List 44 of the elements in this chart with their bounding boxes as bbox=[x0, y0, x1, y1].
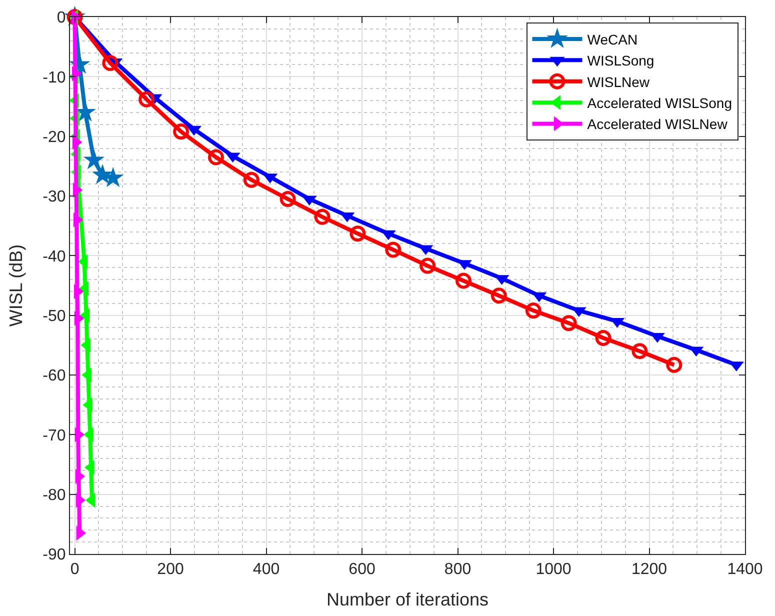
legend-label: Accelerated WISLSong bbox=[587, 95, 732, 112]
point bbox=[314, 208, 330, 225]
x-axis-title: Number of iterations bbox=[326, 589, 489, 610]
y-tick-label: -20 bbox=[42, 128, 66, 146]
legend-label: Accelerated WISLNew bbox=[587, 116, 728, 132]
x-tick-label: 1400 bbox=[727, 561, 763, 578]
point bbox=[525, 302, 542, 319]
y-tick-label: -90 bbox=[42, 546, 66, 564]
x-tick-label: 1000 bbox=[536, 561, 572, 578]
point bbox=[92, 164, 114, 184]
y-tick-label: -60 bbox=[42, 368, 66, 385]
x-tick-label: 800 bbox=[444, 561, 472, 578]
point bbox=[173, 124, 190, 140]
point bbox=[83, 149, 105, 170]
point bbox=[102, 54, 118, 71]
y-tick-label: 0 bbox=[56, 10, 66, 27]
point bbox=[385, 242, 402, 258]
point bbox=[666, 356, 682, 373]
point bbox=[280, 190, 296, 207]
y-tick-label: -50 bbox=[42, 308, 66, 325]
y-axis-title: WISL (dB) bbox=[6, 244, 26, 327]
point bbox=[560, 315, 577, 332]
legend-label: WISLSong bbox=[587, 52, 654, 69]
point bbox=[208, 149, 224, 166]
legend-label: WISLNew bbox=[587, 74, 650, 90]
y-tick-label: -10 bbox=[42, 69, 66, 86]
x-tick-label: 200 bbox=[157, 561, 184, 578]
point bbox=[456, 272, 472, 289]
legend-label: WeCAN bbox=[587, 31, 638, 48]
point bbox=[243, 172, 260, 188]
x-tick-label: 1200 bbox=[631, 561, 668, 578]
y-tick-label: -80 bbox=[42, 486, 66, 504]
point bbox=[632, 343, 648, 360]
point bbox=[350, 226, 366, 242]
point bbox=[595, 330, 612, 346]
y-tick-label: -30 bbox=[42, 188, 66, 206]
x-tick-label: 0 bbox=[70, 561, 80, 578]
y-tick-label: -40 bbox=[42, 248, 66, 266]
y-tick-label: -70 bbox=[42, 427, 66, 444]
point bbox=[420, 258, 436, 274]
point bbox=[490, 288, 507, 304]
x-tick-label: 600 bbox=[348, 561, 376, 578]
x-tick-label: 400 bbox=[252, 561, 280, 578]
point bbox=[138, 91, 155, 108]
